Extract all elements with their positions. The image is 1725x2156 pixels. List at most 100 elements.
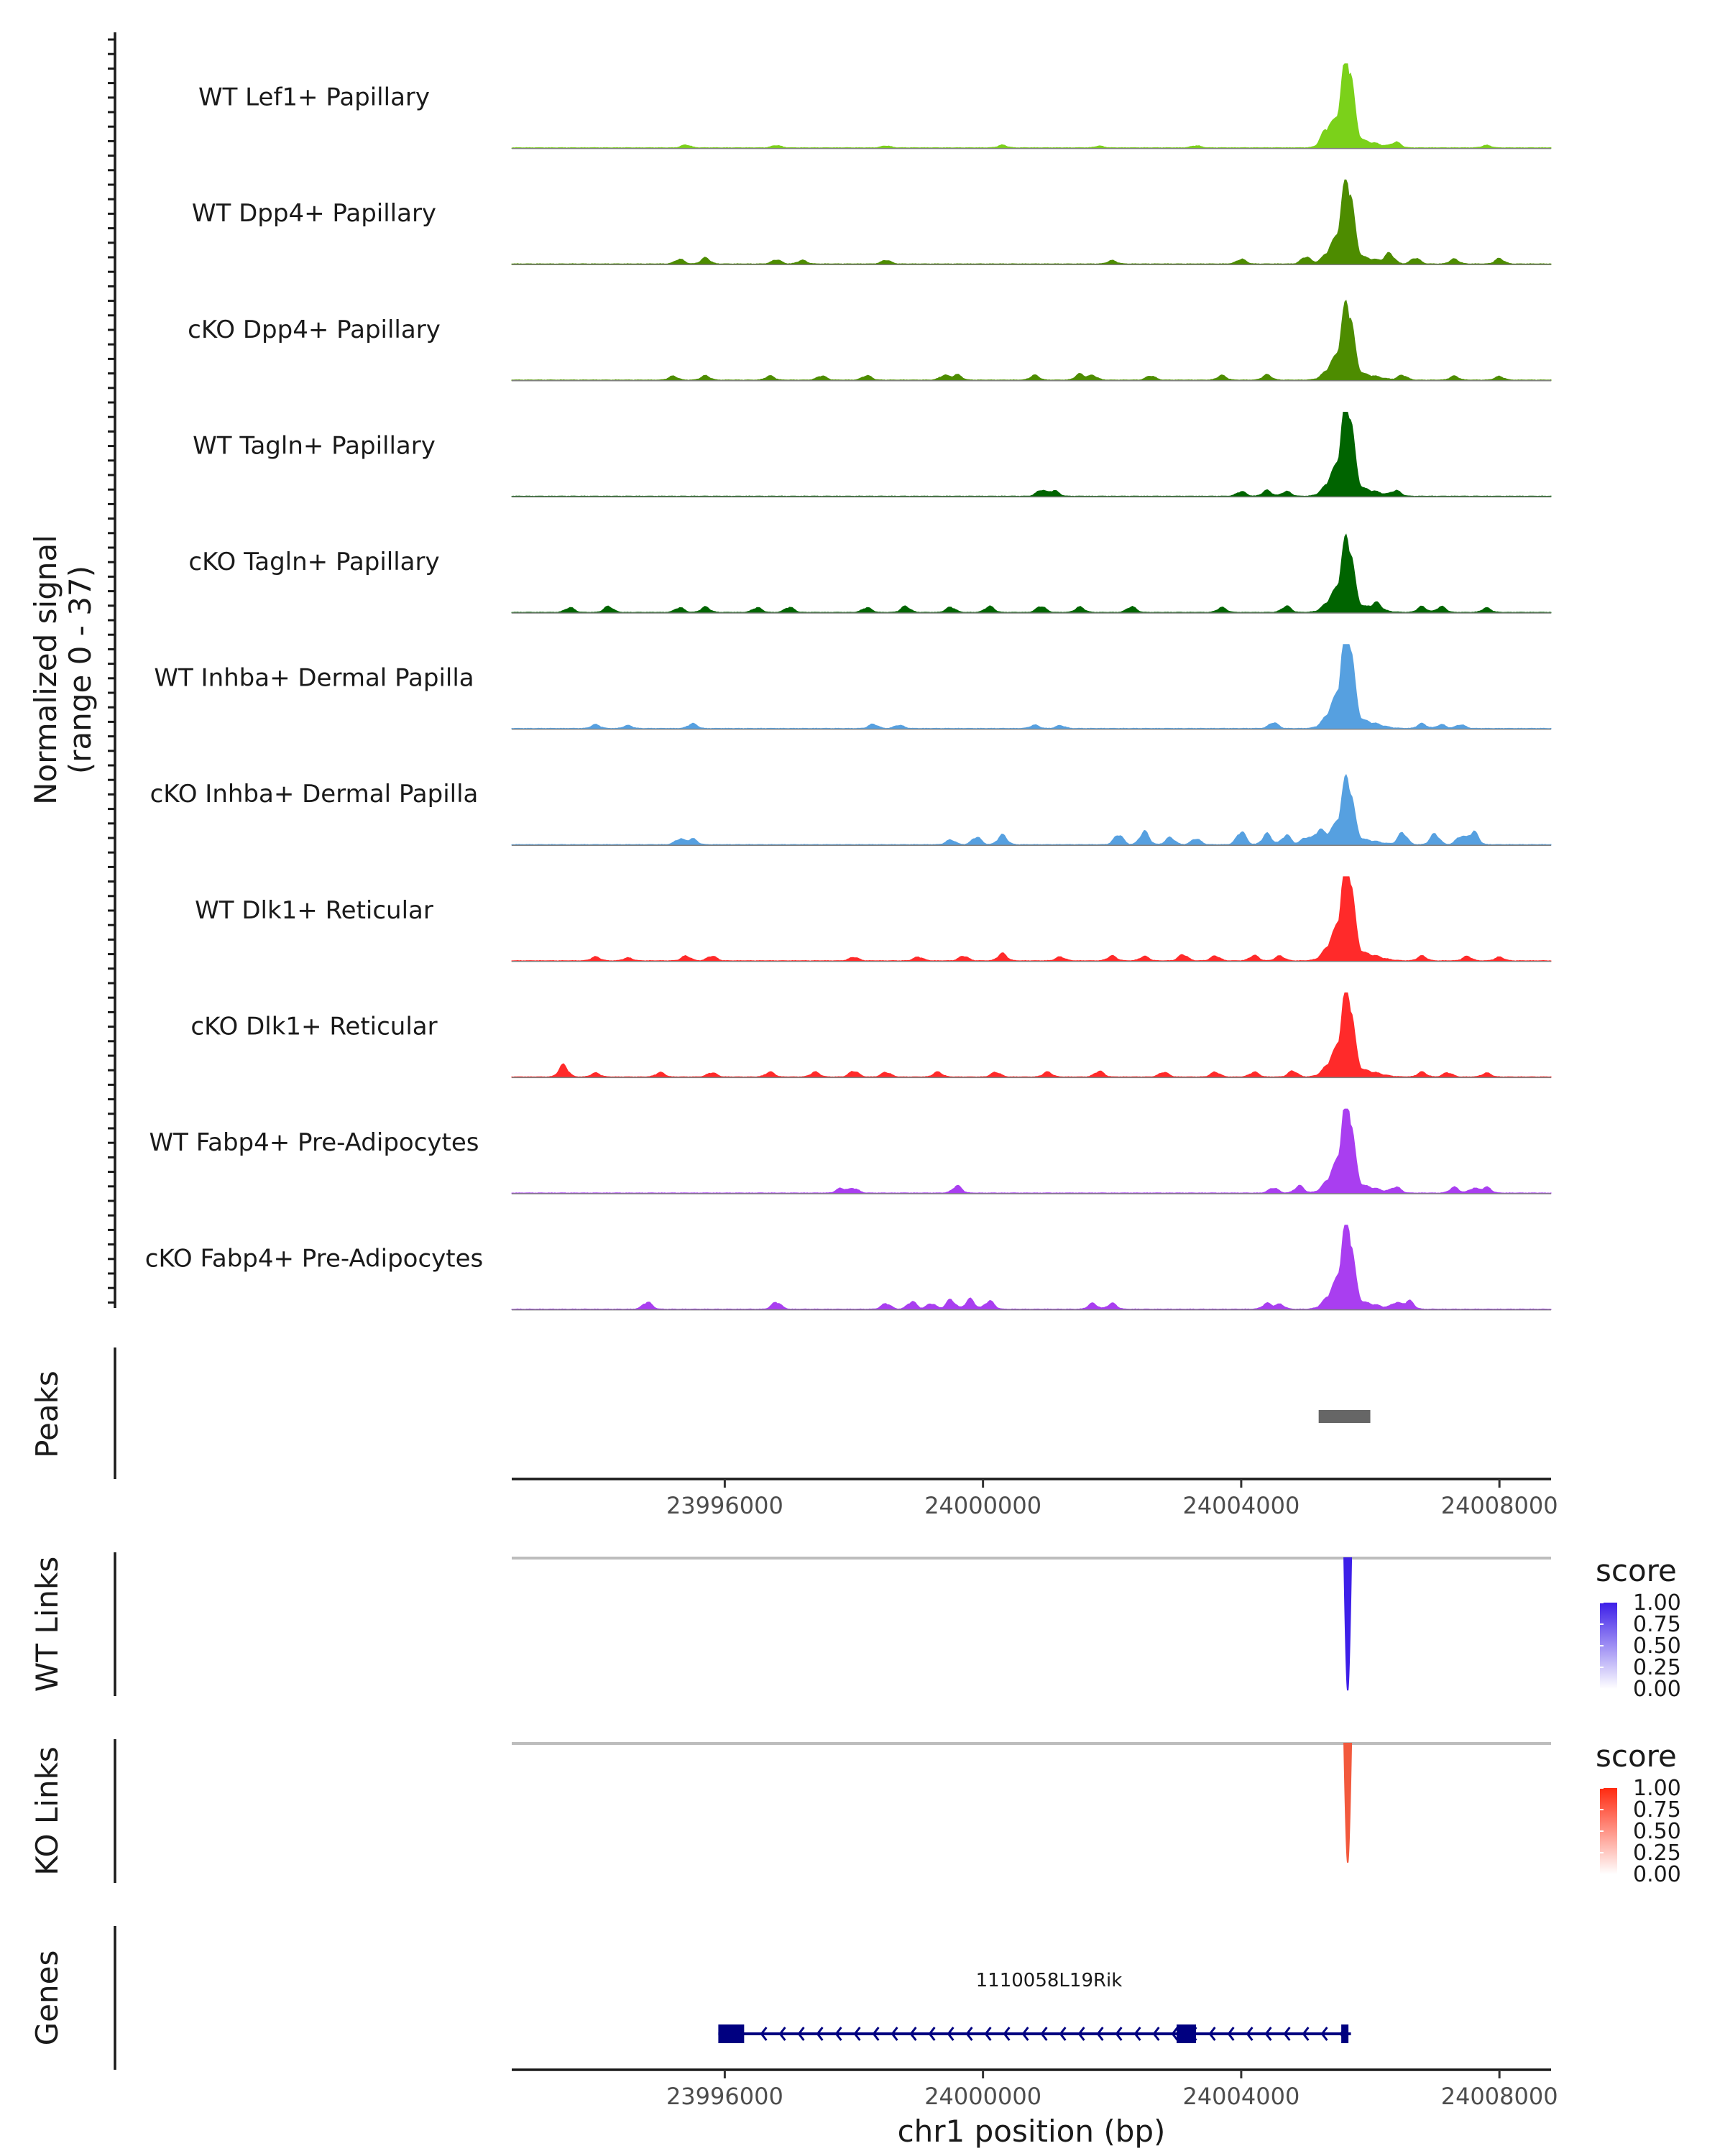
x-tick-label: 24004000 — [1182, 1492, 1300, 1519]
coverage-area — [511, 533, 1552, 614]
coverage-track: WT Tagln+ Papillary — [193, 412, 1552, 498]
coverage-track-label: cKO Tagln+ Papillary — [188, 548, 439, 576]
legend-tick-label: 0.00 — [1633, 1677, 1681, 1702]
strand-arrow — [1208, 2027, 1216, 2041]
coverage-area — [511, 992, 1552, 1078]
strand-arrow — [1227, 2027, 1235, 2041]
strand-arrow — [872, 2027, 880, 2041]
coverage-area — [511, 644, 1552, 729]
coverage-track-label: cKO Inhba+ Dermal Papilla — [150, 780, 479, 808]
strand-arrow — [891, 2027, 898, 2041]
coverage-ylabel-line1: Normalized signal — [28, 535, 63, 805]
x-tick-label: 23996000 — [666, 1492, 783, 1519]
coverage-track-label: cKO Fabp4+ Pre-Adipocytes — [145, 1245, 484, 1273]
strand-arrow — [1059, 2027, 1067, 2041]
coverage-track-label: WT Fabp4+ Pre-Adipocytes — [150, 1128, 479, 1157]
x-axis-label: chr1 position (bp) — [898, 2114, 1166, 2149]
legend-tick-label: 0.50 — [1633, 1819, 1681, 1844]
strand-arrow — [853, 2027, 861, 2041]
gene-name-label: 1110058L19Rik — [976, 1970, 1123, 1991]
coverage-track-label: WT Dpp4+ Papillary — [192, 199, 436, 228]
coverage-track: WT Dpp4+ Papillary — [192, 179, 1552, 265]
coverage-track-label: cKO Dpp4+ Papillary — [188, 315, 441, 344]
peaks-track — [1318, 1410, 1371, 1423]
peaks-track-label: Peaks — [29, 1370, 65, 1458]
strand-arrow — [947, 2027, 954, 2041]
x-axis-bottom: 23996000 24000000 24004000 24008000 — [512, 2068, 1558, 2110]
coverage-track: WT Inhba+ Dermal Papilla — [154, 644, 1552, 730]
x-tick-label: 24000000 — [924, 2083, 1041, 2110]
coverage-track: cKO Inhba+ Dermal Papilla — [150, 773, 1552, 846]
coverage-track: WT Lef1+ Papillary — [198, 63, 1552, 149]
x-tick-label: 24004000 — [1182, 2083, 1300, 2110]
coverage-y-axis — [108, 32, 116, 1308]
strand-arrow — [1077, 2027, 1085, 2041]
legend-tick-label: 1.00 — [1633, 1776, 1681, 1801]
coverage-track-label: cKO Dlk1+ Reticular — [190, 1012, 437, 1041]
strand-arrow — [1246, 2027, 1254, 2041]
strand-arrow — [965, 2027, 973, 2041]
coverage-track-label: WT Inhba+ Dermal Papilla — [154, 664, 474, 693]
x-tick-label: 24008000 — [1441, 1492, 1558, 1519]
coverage-area — [511, 299, 1552, 382]
strand-arrow — [778, 2027, 786, 2041]
strand-arrow — [1040, 2027, 1048, 2041]
strand-arrow — [1152, 2027, 1160, 2041]
legend-tick-label: 0.25 — [1633, 1841, 1681, 1866]
strand-arrow — [816, 2027, 824, 2041]
coverage-area — [511, 876, 1552, 962]
coverage-area — [511, 63, 1552, 149]
peak-region — [1318, 1410, 1371, 1423]
strand-arrow — [1003, 2027, 1011, 2041]
strand-arrow — [1264, 2027, 1272, 2041]
strand-arrow — [797, 2027, 805, 2041]
strand-arrow — [1320, 2027, 1328, 2041]
coverage-track-label: WT Dlk1+ Reticular — [195, 896, 433, 925]
coverage-area — [511, 1108, 1552, 1194]
coverage-track: cKO Dpp4+ Papillary — [188, 299, 1552, 382]
coverage-tracks: WT Lef1+ Papillary WT Dpp4+ Papillary cKO … — [145, 63, 1552, 1311]
ko-links-track-label: KO Links — [29, 1746, 65, 1876]
strand-arrow — [760, 2027, 768, 2041]
strand-arrow — [1133, 2027, 1141, 2041]
x-tick-label: 23996000 — [666, 2083, 783, 2110]
strand-arrow — [834, 2027, 842, 2041]
coverage-area — [511, 412, 1552, 497]
strand-arrow — [1302, 2027, 1310, 2041]
legend-tick-label: 1.00 — [1633, 1590, 1681, 1616]
coverage-track-label: WT Lef1+ Papillary — [198, 83, 430, 112]
link-arc — [1343, 1743, 1353, 1863]
coverage-track: cKO Tagln+ Papillary — [188, 533, 1552, 614]
exon — [1341, 2024, 1349, 2043]
coverage-area — [511, 1225, 1552, 1310]
coverage-area — [511, 773, 1552, 846]
strand-arrow — [1283, 2027, 1291, 2041]
strand-arrow — [1021, 2027, 1029, 2041]
coverage-ylabel-line2: (range 0 - 37) — [63, 566, 98, 774]
coverage-track: WT Dlk1+ Reticular — [195, 876, 1552, 962]
legend-title: score — [1596, 1553, 1677, 1588]
wt-links-track-label: WT Links — [29, 1557, 65, 1692]
strand-arrow — [1115, 2027, 1123, 2041]
legend-tick-label: 0.25 — [1633, 1655, 1681, 1680]
exon — [1177, 2024, 1197, 2043]
legend-title: score — [1596, 1738, 1677, 1774]
legend-tick-label: 0.00 — [1633, 1862, 1681, 1887]
x-tick-label: 24000000 — [924, 1492, 1041, 1519]
genes-track-label: Genes — [29, 1950, 65, 2046]
legend-tick-label: 0.75 — [1633, 1797, 1681, 1823]
x-tick-label: 24008000 — [1441, 2083, 1558, 2110]
genes-track: 1110058L19Rik — [718, 1970, 1351, 2043]
link-arc — [1343, 1557, 1353, 1691]
strand-arrow — [1096, 2027, 1104, 2041]
coverage-track-label: WT Tagln+ Papillary — [193, 431, 436, 460]
strand-arrow — [1171, 2027, 1179, 2041]
legend-tick-label: 0.75 — [1633, 1612, 1681, 1637]
exon — [718, 2024, 745, 2043]
wt-links-track — [512, 1557, 1551, 1691]
ko-links-track — [512, 1742, 1551, 1863]
strand-arrow — [984, 2027, 992, 2041]
